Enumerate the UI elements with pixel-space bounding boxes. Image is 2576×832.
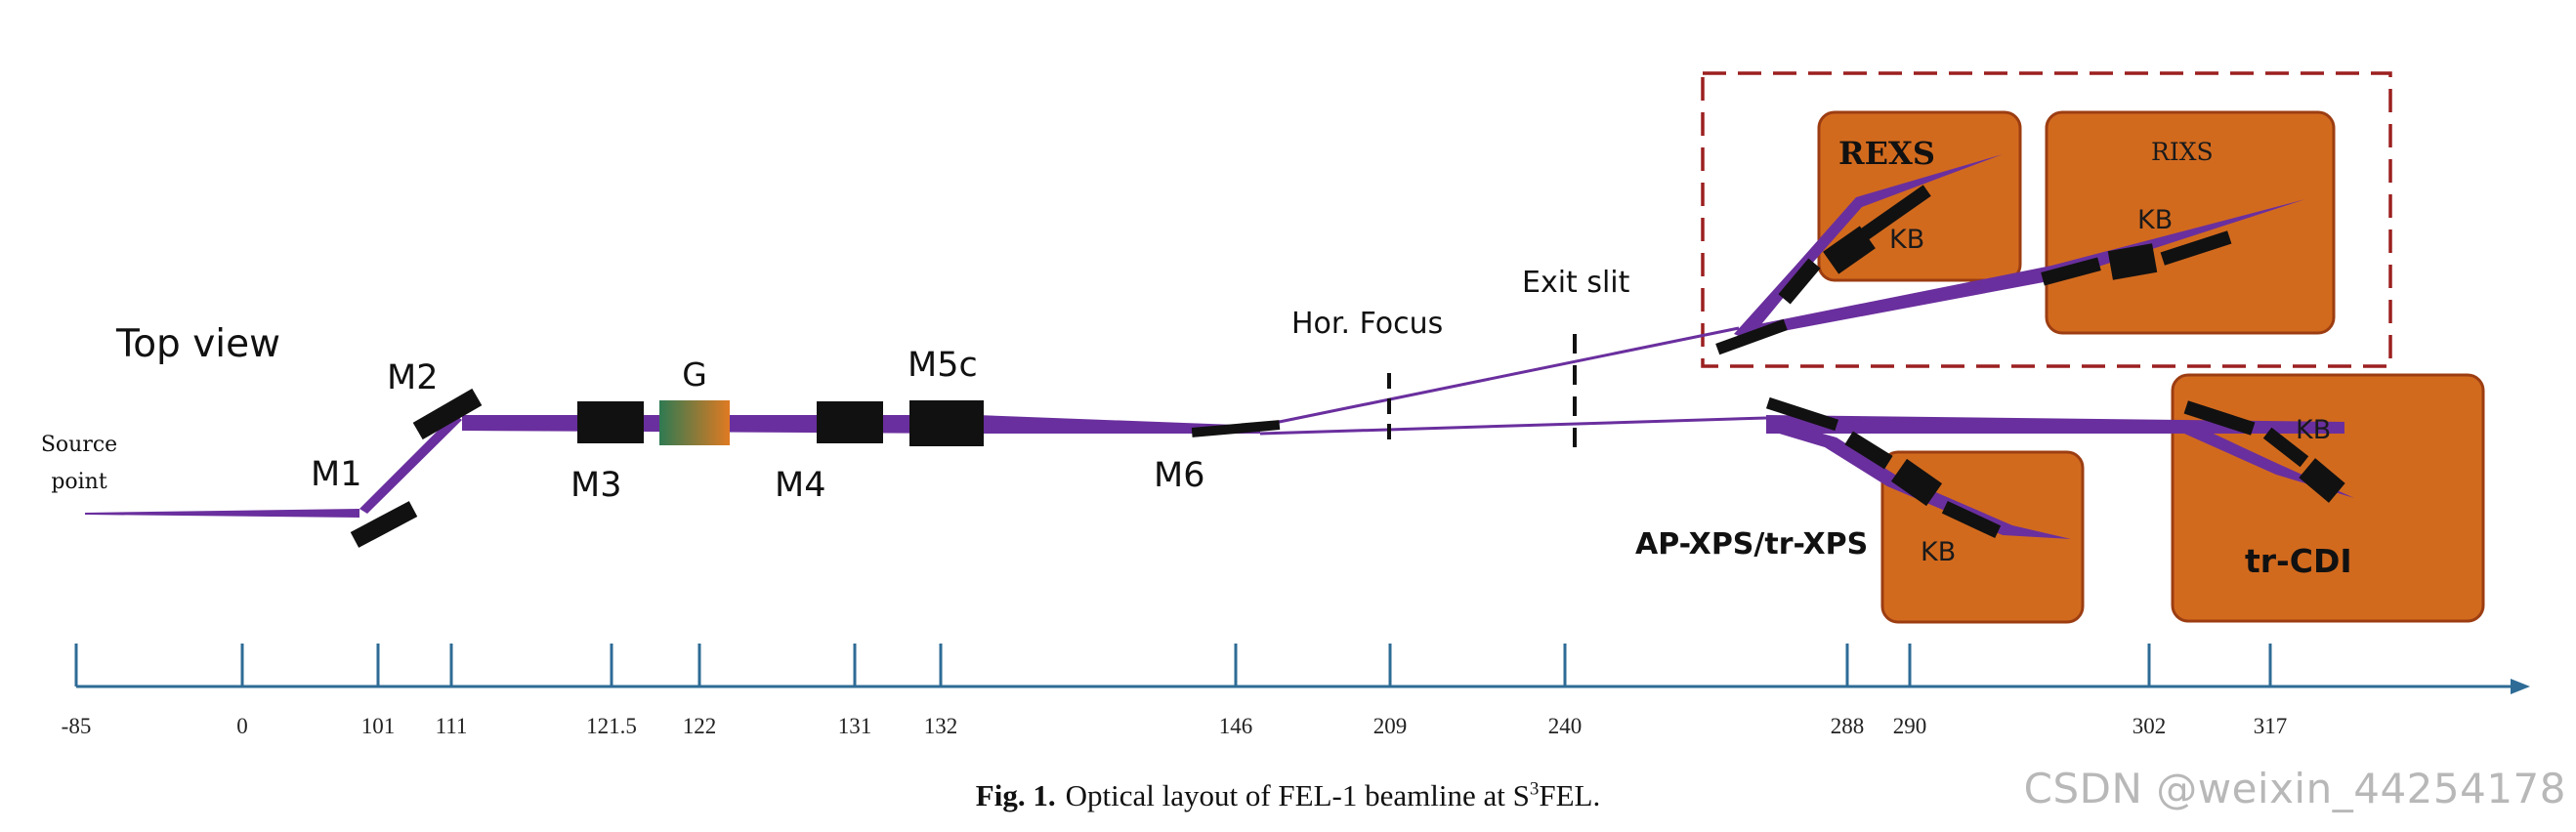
axis-tick-label: 101 [361, 714, 396, 738]
rexs-kb-lower [1778, 258, 1821, 305]
m6-mirror [1191, 420, 1281, 437]
beam-rexs [1734, 154, 2003, 340]
caption-text: Optical layout of FEL-1 beamline at S [1065, 778, 1530, 812]
rexs-kb-upper [1859, 185, 1931, 241]
m4-mirror [817, 401, 883, 443]
dashed-enclosure [1701, 71, 2392, 368]
axis-tick-label: 302 [2133, 714, 2167, 738]
tr-cdi-kb-upper [2262, 427, 2309, 468]
source-label-line2: point [51, 470, 107, 494]
source-label-line1: Source [41, 433, 117, 457]
axis-tick-label: 240 [1548, 714, 1583, 738]
m4-label: M4 [775, 466, 825, 505]
beam-focus-lower [1259, 416, 1767, 436]
grating [659, 400, 730, 445]
m6-label: M6 [1154, 456, 1204, 495]
axis-tick-label: 132 [924, 714, 958, 738]
axis-tick-label: 290 [1893, 714, 1927, 738]
exit-slit-label: Exit slit [1522, 266, 1630, 300]
beam-m1-m2 [359, 414, 462, 514]
axis-tick-label: 122 [683, 714, 717, 738]
m5c-mirror [909, 400, 984, 446]
axis-tick-label: 0 [236, 714, 248, 738]
axis-tick-label: 121.5 [586, 714, 637, 738]
ap-xps-kb-upper [1844, 431, 1893, 470]
axis-tick-label: 111 [436, 714, 468, 738]
m3-mirror [577, 401, 644, 443]
rexs-kb-block [1823, 226, 1876, 274]
tr-cdi-kb-block [2299, 458, 2345, 503]
m5c-label: M5c [908, 346, 978, 385]
rixs-kb-block [2107, 243, 2158, 280]
m2-mirror [412, 388, 483, 440]
rixs-kb-right [2160, 230, 2232, 266]
axis-tick-label: 146 [1219, 714, 1253, 738]
caption-label: Fig. 1. [975, 778, 1056, 812]
rixs-kb-label: KB [2137, 205, 2173, 235]
hor-focus-label: Hor. Focus [1291, 307, 1443, 341]
axis-arrowhead [2511, 679, 2530, 694]
axis-tick-label: 288 [1831, 714, 1865, 738]
beam-ap-xps [1766, 418, 2071, 539]
caption-superscript: 3 [1529, 778, 1540, 800]
ap-xps-label: AP-XPS/tr-XPS [1635, 527, 1868, 562]
tr-cdi-mirror [2183, 400, 2256, 436]
rixs-kb-left [2041, 257, 2101, 286]
axis-ticks: -85 0 101 111 121.5 122 131 132 146 209 240 288 290 3… [62, 644, 2288, 738]
beam-focus-upper [1259, 326, 1740, 428]
caption-suffix: FEL. [1539, 778, 1601, 812]
view-label: Top view [115, 322, 280, 366]
ap-xps-kb-label: KB [1921, 537, 1956, 567]
axis-tick-label: 317 [2254, 714, 2288, 738]
watermark: CSDN @weixin_44254178 [2023, 765, 2566, 812]
ap-xps-kb-block [1890, 458, 1943, 507]
beam-rixs [1739, 199, 2305, 338]
tr-cdi-kb-label: KB [2296, 415, 2331, 445]
figure-caption: Fig. 1. Optical layout of FEL-1 beamline … [0, 778, 2576, 813]
ap-xps-kb-lower [1941, 500, 2002, 539]
rixs-label: RIXS [2151, 138, 2214, 166]
m1-label: M1 [311, 455, 361, 494]
m2-label: M2 [387, 358, 438, 397]
beam-source [85, 509, 359, 518]
m1-mirror [350, 501, 418, 548]
rexs-label: REXS [1838, 135, 1935, 172]
m3-label: M3 [570, 466, 621, 505]
grating-label: G [682, 355, 707, 394]
axis-tick-label: 131 [838, 714, 872, 738]
ap-xps-mirror [1765, 396, 1839, 432]
rexs-kb-label: KB [1889, 225, 1924, 255]
tr-cdi-label: tr-CDI [2245, 542, 2352, 580]
branch-mirror [1715, 318, 1788, 355]
axis-tick-label: -85 [62, 714, 92, 738]
axis-tick-label: 209 [1373, 714, 1408, 738]
